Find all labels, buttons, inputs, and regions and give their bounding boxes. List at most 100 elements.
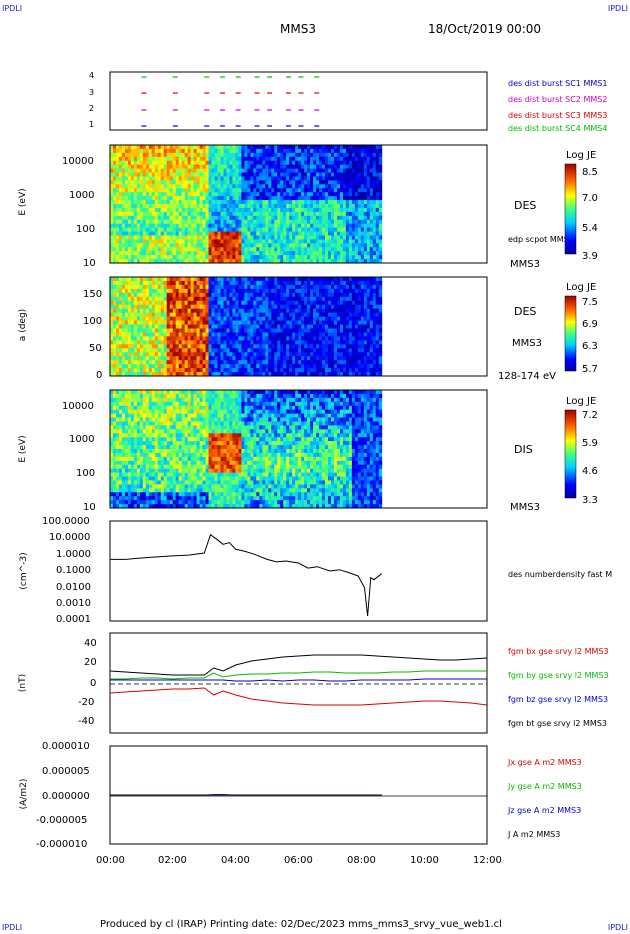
spectrogram-cell [235,304,239,310]
spectrogram-cell [226,324,230,329]
spectrogram-cell [202,231,206,236]
spectrogram-cell [130,227,135,232]
spectrogram-cell [190,235,195,240]
spectrogram-cell [342,348,347,353]
spectrogram-cell [262,328,266,333]
spectrogram-cell [202,284,206,290]
spectrogram-cell [345,215,350,221]
spectrogram-cell [262,239,266,244]
spectrogram-cell [333,296,338,302]
spectrogram-cell [328,145,332,150]
spectrogram-cell [199,219,203,225]
spectrogram-cell [280,360,284,365]
spectrogram-cell [160,188,165,193]
spectrogram-cell [345,340,350,345]
spectrogram-cell [184,316,189,321]
spectrogram-cell [136,231,141,236]
spectrogram-cell [163,304,168,310]
spectrogram-cell [208,328,212,333]
spectrogram-cell [322,360,326,365]
spectrogram-cell [328,316,332,321]
spectrogram-cell [202,192,206,197]
spectrogram-cell [289,243,293,248]
spectrogram-cell [247,340,251,345]
spectrogram-cell [322,296,326,302]
spectrogram-cell [333,304,338,310]
spectrogram-cell [118,336,123,341]
spectrogram-cell [268,320,272,325]
spectrogram-cell [202,308,206,314]
spectrogram-cell [304,292,308,298]
spectrogram-cell [133,324,138,329]
spectrogram-cell [166,280,171,286]
spectrogram-cell [220,211,224,217]
spectrogram-cell [196,223,200,228]
spectrogram-cell [325,352,329,357]
spectrogram-cell [115,328,120,333]
spectrogram-cell [184,196,189,201]
spectrogram-cell [220,336,224,341]
spectrogram-cell [286,211,290,217]
spectrogram-cell [187,160,192,166]
spectrogram-cell [268,280,272,286]
spectrogram-cell [319,172,323,177]
spectrogram-cell [118,164,123,169]
spectrogram-cell [115,348,120,353]
spectrogram-cell [330,324,335,329]
spectrogram-cell [366,211,371,217]
spectrogram-cell [319,247,323,252]
spectrogram-cell [199,300,203,306]
spectrogram-cell [196,231,200,236]
spectrogram-cell [199,332,203,337]
spectrogram-cell [271,336,275,341]
spectrogram-cell [247,243,251,248]
spectrogram-cell [322,312,326,317]
spectrogram-cell [175,328,180,333]
spectrogram-cell [238,223,242,228]
spectrogram-cell [163,312,168,317]
spectrogram-cell [378,227,383,232]
spectrogram-cell [160,336,165,341]
spectrogram-cell [127,184,132,189]
spectrogram-cell [199,368,203,373]
spectrogram-cell [313,348,317,353]
spectrogram-cell [187,223,192,228]
spectrogram-cell [378,164,383,169]
spectrogram-cell [110,156,114,162]
spectrogram-cell [223,247,227,252]
spectrogram-cell [289,356,293,361]
spectrogram-cell [130,231,135,236]
spectrogram-cell [223,152,227,158]
spectrogram-cell [378,259,383,264]
spectrogram-cell [121,344,126,349]
dis-energy-ytick: 1000 [69,434,95,445]
spectrogram-cell [307,207,311,213]
spectrogram-cell [172,235,177,240]
spectrogram-cell [226,239,230,244]
spectrogram-cell [226,188,230,193]
spectrogram-cell [289,188,293,193]
spectrogram-cell [301,235,305,240]
current-ytick: 0.000005 [42,766,90,777]
spectrogram-cell [316,320,320,325]
spectrogram-cell [259,320,263,325]
spectrogram-cell [223,328,227,333]
spectrogram-cell [330,223,335,228]
spectrogram-cell [363,239,368,244]
spectrogram-cell [112,215,117,221]
spectrogram-cell [223,227,227,232]
spectrogram-cell [354,259,359,264]
spectrogram-cell [250,364,254,369]
spectrogram-cell [366,288,371,294]
spectrogram-cell [121,320,126,325]
spectrogram-cell [274,320,278,325]
spectrogram-cell [142,360,147,365]
spectrogram-cell [280,352,284,357]
spectrogram-cell [330,172,335,177]
spectrogram-cell [160,360,165,365]
spectrogram-cell [157,360,162,365]
spectrogram-cell [354,255,359,260]
spectrogram-cell [286,204,290,209]
spectrogram-cell [136,277,141,282]
spectrogram-cell [354,196,359,201]
